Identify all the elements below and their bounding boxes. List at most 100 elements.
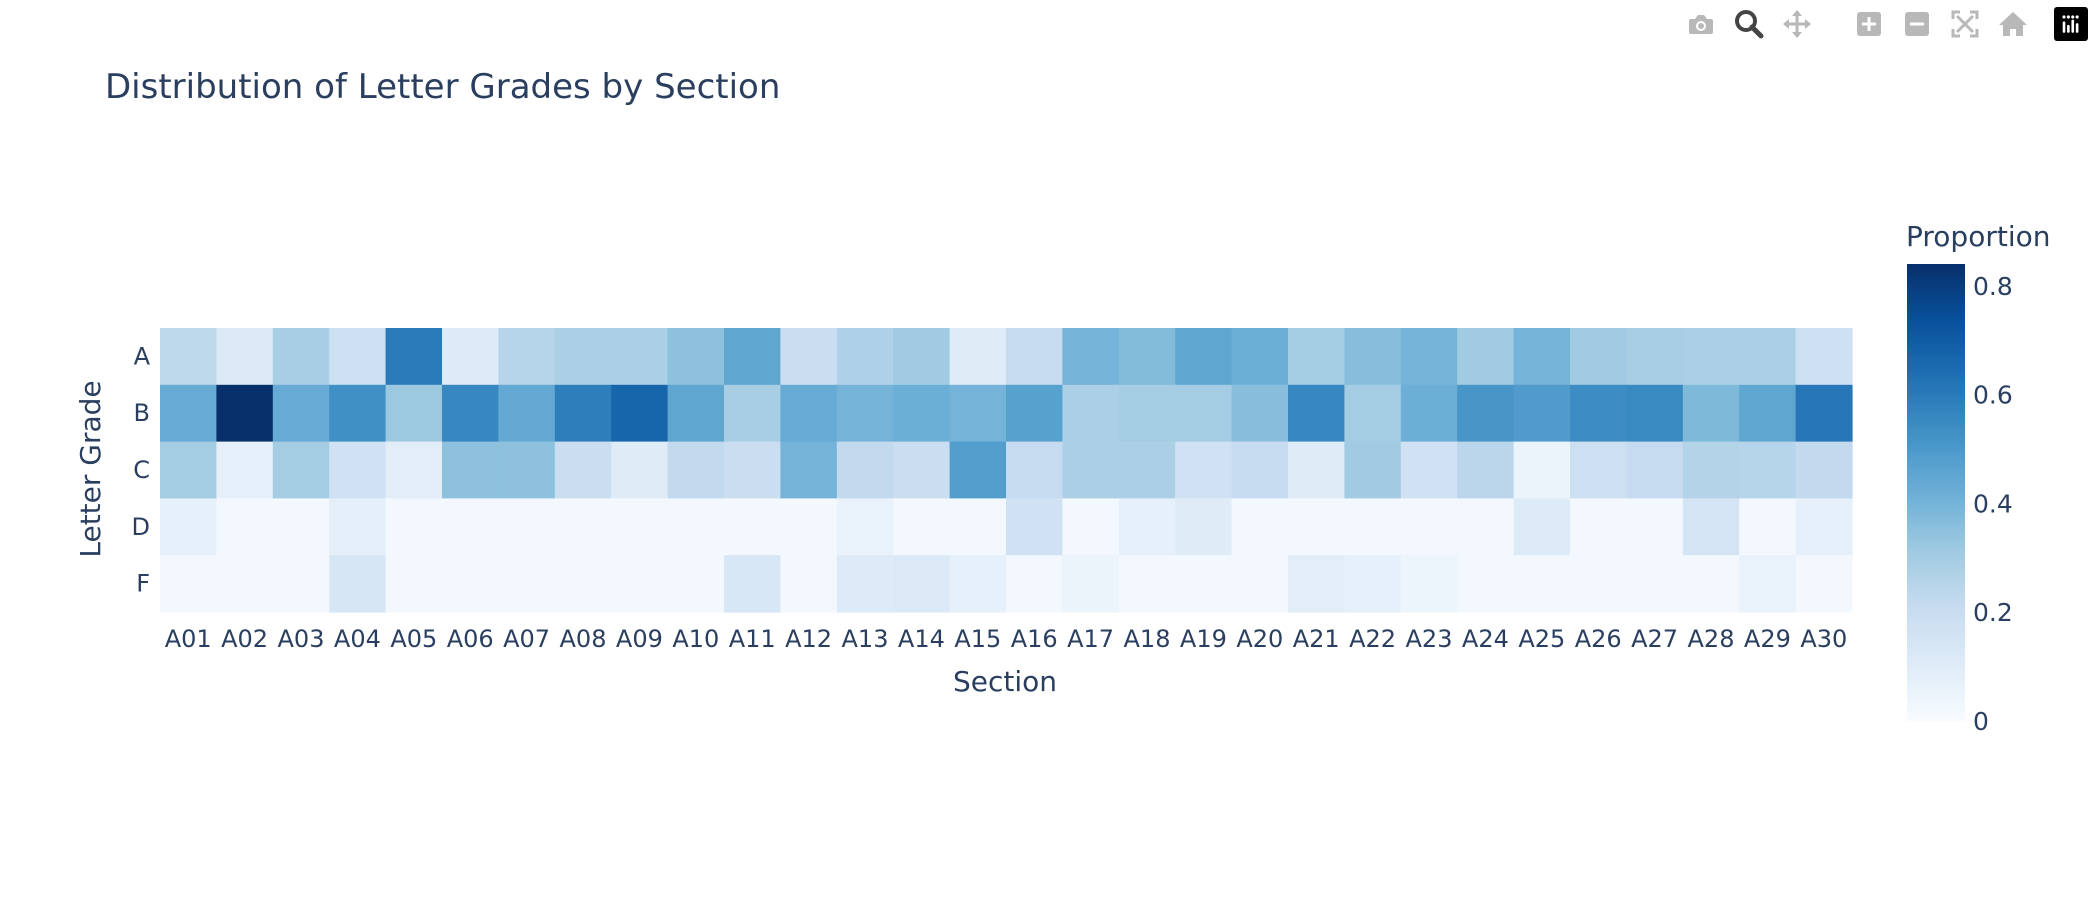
heatmap-cell-D-A03[interactable] [272,498,330,556]
heatmap-cell-F-A23[interactable] [1400,555,1458,613]
heatmap-cell-D-A05[interactable] [385,498,443,556]
heatmap-cell-D-A22[interactable] [1344,498,1402,556]
heatmap-cell-D-A19[interactable] [1175,498,1233,556]
heatmap-cell-A-A27[interactable] [1626,328,1684,386]
heatmap-cell-B-A13[interactable] [836,384,894,443]
heatmap-cell-D-A01[interactable] [160,498,217,556]
heatmap-cell-B-A16[interactable] [1006,384,1063,443]
heatmap-cell-F-A04[interactable] [329,555,387,613]
heatmap-cell-B-A30[interactable] [1795,384,1853,443]
heatmap-cell-F-A02[interactable] [216,555,274,613]
heatmap-cell-B-A11[interactable] [724,384,781,443]
heatmap-cell-C-A16[interactable] [1006,441,1063,499]
zoom-button[interactable] [1730,6,1768,42]
heatmap-cell-D-A25[interactable] [1513,498,1571,556]
heatmap-cell-B-A04[interactable] [329,384,387,443]
heatmap-cell-C-A10[interactable] [667,441,725,499]
heatmap-cell-D-A27[interactable] [1626,498,1684,556]
reset-axes-button[interactable] [1994,6,2032,42]
heatmap-cell-C-A23[interactable] [1400,441,1458,499]
heatmap-cell-A-A25[interactable] [1513,328,1571,386]
heatmap-cell-B-A23[interactable] [1400,384,1458,443]
heatmap-cell-D-A10[interactable] [667,498,725,556]
heatmap-cell-D-A14[interactable] [893,498,951,556]
heatmap-cell-F-A13[interactable] [836,555,894,613]
heatmap-cell-B-A18[interactable] [1118,384,1176,443]
heatmap-cell-F-A21[interactable] [1288,555,1345,613]
heatmap-cell-A-A01[interactable] [160,328,217,386]
heatmap-cell-F-A15[interactable] [949,555,1007,613]
heatmap-cell-D-A02[interactable] [216,498,274,556]
heatmap-cell-B-A01[interactable] [160,384,217,443]
heatmap-cell-C-A04[interactable] [329,441,387,499]
heatmap-cell-B-A20[interactable] [1231,384,1289,443]
heatmap-cell-C-A02[interactable] [216,441,274,499]
heatmap-cell-C-A03[interactable] [272,441,330,499]
heatmap-cell-D-A26[interactable] [1570,498,1627,556]
heatmap-cell-D-A15[interactable] [949,498,1007,556]
heatmap-cell-D-A13[interactable] [836,498,894,556]
heatmap-cell-A-A15[interactable] [949,328,1007,386]
heatmap-cell-D-A24[interactable] [1457,498,1515,556]
heatmap-cell-F-A17[interactable] [1062,555,1120,613]
heatmap-cell-C-A24[interactable] [1457,441,1515,499]
heatmap-cell-B-A29[interactable] [1739,384,1797,443]
heatmap-cell-F-A16[interactable] [1006,555,1063,613]
heatmap-cell-C-A15[interactable] [949,441,1007,499]
heatmap-cell-D-A06[interactable] [442,498,499,556]
download-plot-button[interactable] [1682,6,1720,42]
heatmap-cell-D-A18[interactable] [1118,498,1176,556]
heatmap-cell-F-A12[interactable] [780,555,838,613]
heatmap-cell-F-A10[interactable] [667,555,725,613]
heatmap-cell-A-A08[interactable] [554,328,612,386]
heatmap-cell-C-A21[interactable] [1288,441,1345,499]
heatmap-cell-C-A20[interactable] [1231,441,1289,499]
heatmap-cell-A-A22[interactable] [1344,328,1402,386]
heatmap-cell-F-A05[interactable] [385,555,443,613]
heatmap-cell-C-A29[interactable] [1739,441,1797,499]
heatmap-cell-D-A08[interactable] [554,498,612,556]
heatmap-cell-D-A28[interactable] [1682,498,1740,556]
heatmap-cell-C-A05[interactable] [385,441,443,499]
heatmap-cell-F-A27[interactable] [1626,555,1684,613]
heatmap-cell-C-A01[interactable] [160,441,217,499]
heatmap-cell-B-A09[interactable] [611,384,669,443]
heatmap-cell-A-A11[interactable] [724,328,781,386]
heatmap-cell-C-A06[interactable] [442,441,499,499]
heatmap-cell-A-A06[interactable] [442,328,499,386]
heatmap-cell-F-A08[interactable] [554,555,612,613]
heatmap-cell-C-A07[interactable] [498,441,556,499]
heatmap-cell-C-A26[interactable] [1570,441,1627,499]
heatmap-cell-C-A25[interactable] [1513,441,1571,499]
heatmap-cell-D-A07[interactable] [498,498,556,556]
heatmap-cell-D-A09[interactable] [611,498,669,556]
heatmap-cell-A-A26[interactable] [1570,328,1627,386]
heatmap-cell-B-A03[interactable] [272,384,330,443]
heatmap-cell-B-A21[interactable] [1288,384,1345,443]
heatmap-cell-D-A11[interactable] [724,498,781,556]
heatmap-cell-C-A27[interactable] [1626,441,1684,499]
heatmap-cell-B-A17[interactable] [1062,384,1120,443]
heatmap-cell-D-A20[interactable] [1231,498,1289,556]
heatmap-cell-C-A08[interactable] [554,441,612,499]
heatmap-cell-F-A11[interactable] [724,555,781,613]
heatmap-cell-A-A02[interactable] [216,328,274,386]
heatmap-cell-C-A09[interactable] [611,441,669,499]
heatmap-cell-C-A30[interactable] [1795,441,1853,499]
heatmap-cell-B-A06[interactable] [442,384,499,443]
heatmap-cell-D-A30[interactable] [1795,498,1853,556]
heatmap-cell-F-A06[interactable] [442,555,499,613]
heatmap-cell-B-A26[interactable] [1570,384,1627,443]
heatmap-cell-A-A12[interactable] [780,328,838,386]
heatmap-cell-C-A12[interactable] [780,441,838,499]
heatmap-cell-A-A10[interactable] [667,328,725,386]
heatmap-cell-F-A19[interactable] [1175,555,1233,613]
heatmap-cell-B-A14[interactable] [893,384,951,443]
heatmap-cell-A-A17[interactable] [1062,328,1120,386]
heatmap-cell-C-A28[interactable] [1682,441,1740,499]
zoom-in-button[interactable] [1850,6,1888,42]
heatmap-cell-C-A18[interactable] [1118,441,1176,499]
heatmap-cell-F-A25[interactable] [1513,555,1571,613]
heatmap-cell-C-A14[interactable] [893,441,951,499]
zoom-out-button[interactable] [1898,6,1936,42]
